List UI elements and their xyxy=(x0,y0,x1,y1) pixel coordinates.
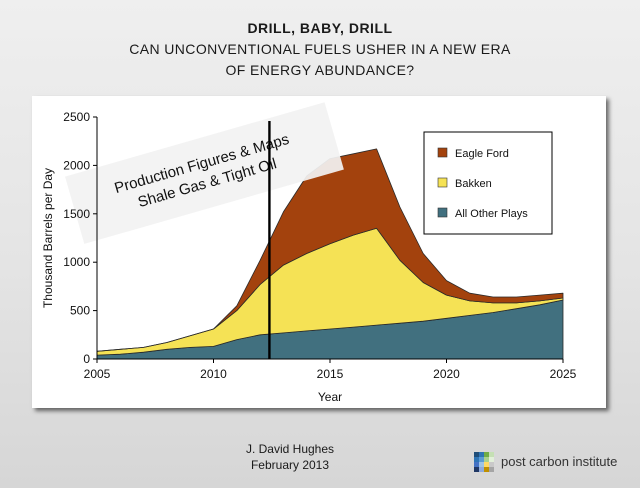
legend-swatch-all-other-plays xyxy=(437,207,448,218)
banner-background xyxy=(65,102,344,244)
logo-tile xyxy=(479,467,484,472)
logo-tile xyxy=(479,462,484,467)
area-eagle-ford xyxy=(96,148,564,352)
legend-swatch-eagle-ford xyxy=(437,147,448,158)
header-line-3: OF ENERGY ABUNDANCE? xyxy=(225,62,415,78)
x-tick-label: 2005 xyxy=(84,367,111,381)
logo-tile xyxy=(479,452,484,457)
footer: J. David Hughes February 2013 xyxy=(210,441,370,473)
footer-date: February 2013 xyxy=(250,458,330,472)
y-tick-label: 2500 xyxy=(63,110,90,124)
logo-tile xyxy=(474,457,479,462)
logo-text: post carbon institute xyxy=(501,454,618,469)
x-tick-label: 2020 xyxy=(433,367,460,381)
y-tick-label: 1500 xyxy=(63,207,90,221)
footer-author: J. David Hughes xyxy=(245,442,335,456)
legend-label-eagle-ford: Eagle Ford xyxy=(455,148,509,160)
legend-swatch-bakken xyxy=(437,177,448,188)
y-tick-label: 2000 xyxy=(63,158,90,172)
y-tick-label: 500 xyxy=(70,304,90,318)
x-tick-label: 2025 xyxy=(550,367,577,381)
logo-tile xyxy=(479,457,484,462)
x-axis-label: Year xyxy=(318,390,342,404)
y-tick-label: 0 xyxy=(83,352,90,366)
legend-label-bakken: Bakken xyxy=(455,178,492,190)
logo-tile xyxy=(489,452,494,457)
x-tick-label: 2010 xyxy=(200,367,227,381)
legend-label-all-other-plays: All Other Plays xyxy=(455,208,528,220)
header-line-1: DRILL, BABY, DRILL xyxy=(247,20,393,36)
y-tick-label: 1000 xyxy=(63,255,90,269)
x-tick-label: 2015 xyxy=(317,367,344,381)
logo-mosaic-icon xyxy=(474,452,494,472)
logo-tile xyxy=(489,462,494,467)
logo-tile xyxy=(484,452,489,457)
logo-tile xyxy=(484,467,489,472)
logo-tile xyxy=(484,462,489,467)
logo-tile xyxy=(474,467,479,472)
logo-tile xyxy=(489,467,494,472)
chart-header: DRILL, BABY, DRILL CAN UNCONVENTIONAL FU… xyxy=(0,18,640,81)
y-axis-label: Thousand Barrels per Day xyxy=(41,168,55,308)
header-line-2: CAN UNCONVENTIONAL FUELS USHER IN A NEW … xyxy=(129,41,511,57)
logo-tile xyxy=(474,452,479,457)
logo-tile xyxy=(489,457,494,462)
logo-tile xyxy=(474,462,479,467)
logo-tile xyxy=(484,457,489,462)
